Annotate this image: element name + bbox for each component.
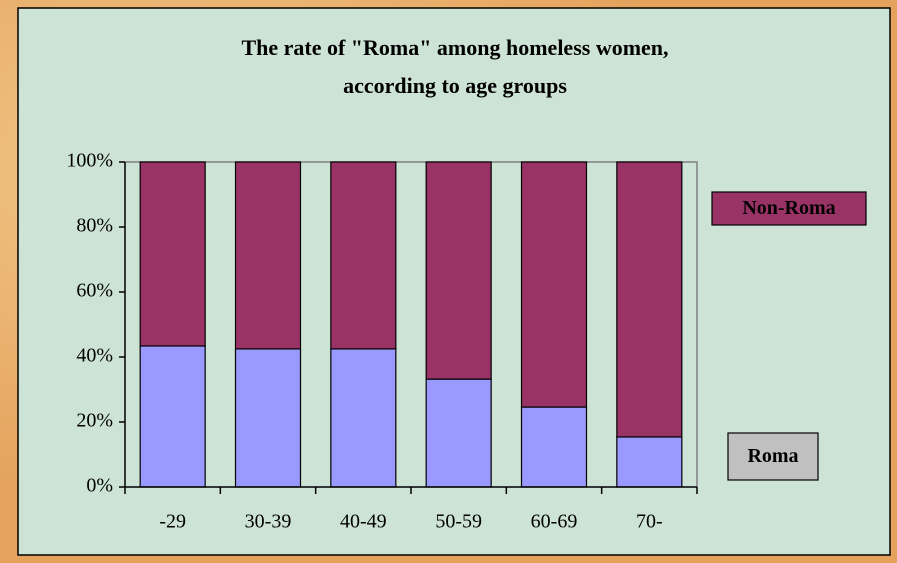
y-tick-label: 0% (86, 475, 113, 497)
bar-segment (616, 436, 683, 488)
y-tick-label: 100% (66, 150, 113, 172)
x-tick-label: 30-39 (245, 511, 292, 533)
bar-segment (330, 348, 397, 488)
legend-label: Roma (747, 445, 798, 467)
bar-segment (425, 378, 492, 488)
title-line: The rate of "Roma" among homeless women, (241, 35, 668, 60)
bar-segment (616, 161, 683, 438)
legend-box (727, 432, 819, 481)
x-tick-label: 60-69 (531, 511, 578, 533)
bar-segment (425, 161, 492, 380)
chart-title: The rate of "Roma" among homeless women,… (241, 35, 668, 98)
bar-segment (139, 161, 206, 347)
legend-label: Non-Roma (742, 197, 835, 219)
x-tick-label: 50-59 (435, 511, 482, 533)
bar-segment (520, 161, 588, 408)
bar-segment (520, 406, 588, 488)
y-tick-label: 60% (76, 280, 113, 302)
y-tick-label: 40% (76, 345, 113, 367)
legend-box (711, 191, 867, 226)
y-tick-label: 20% (76, 410, 113, 432)
x-tick-label: -29 (159, 511, 186, 533)
title-line: according to age groups (343, 73, 567, 98)
x-tick-label: 70- (636, 511, 663, 533)
plot-border (125, 161, 698, 487)
bar-segment (234, 161, 302, 350)
x-tick-label: 40-49 (340, 511, 387, 533)
bar-segment (234, 348, 302, 488)
y-tick-label: 80% (76, 215, 113, 237)
bar-segment (330, 161, 397, 350)
bar-segment (139, 345, 206, 488)
